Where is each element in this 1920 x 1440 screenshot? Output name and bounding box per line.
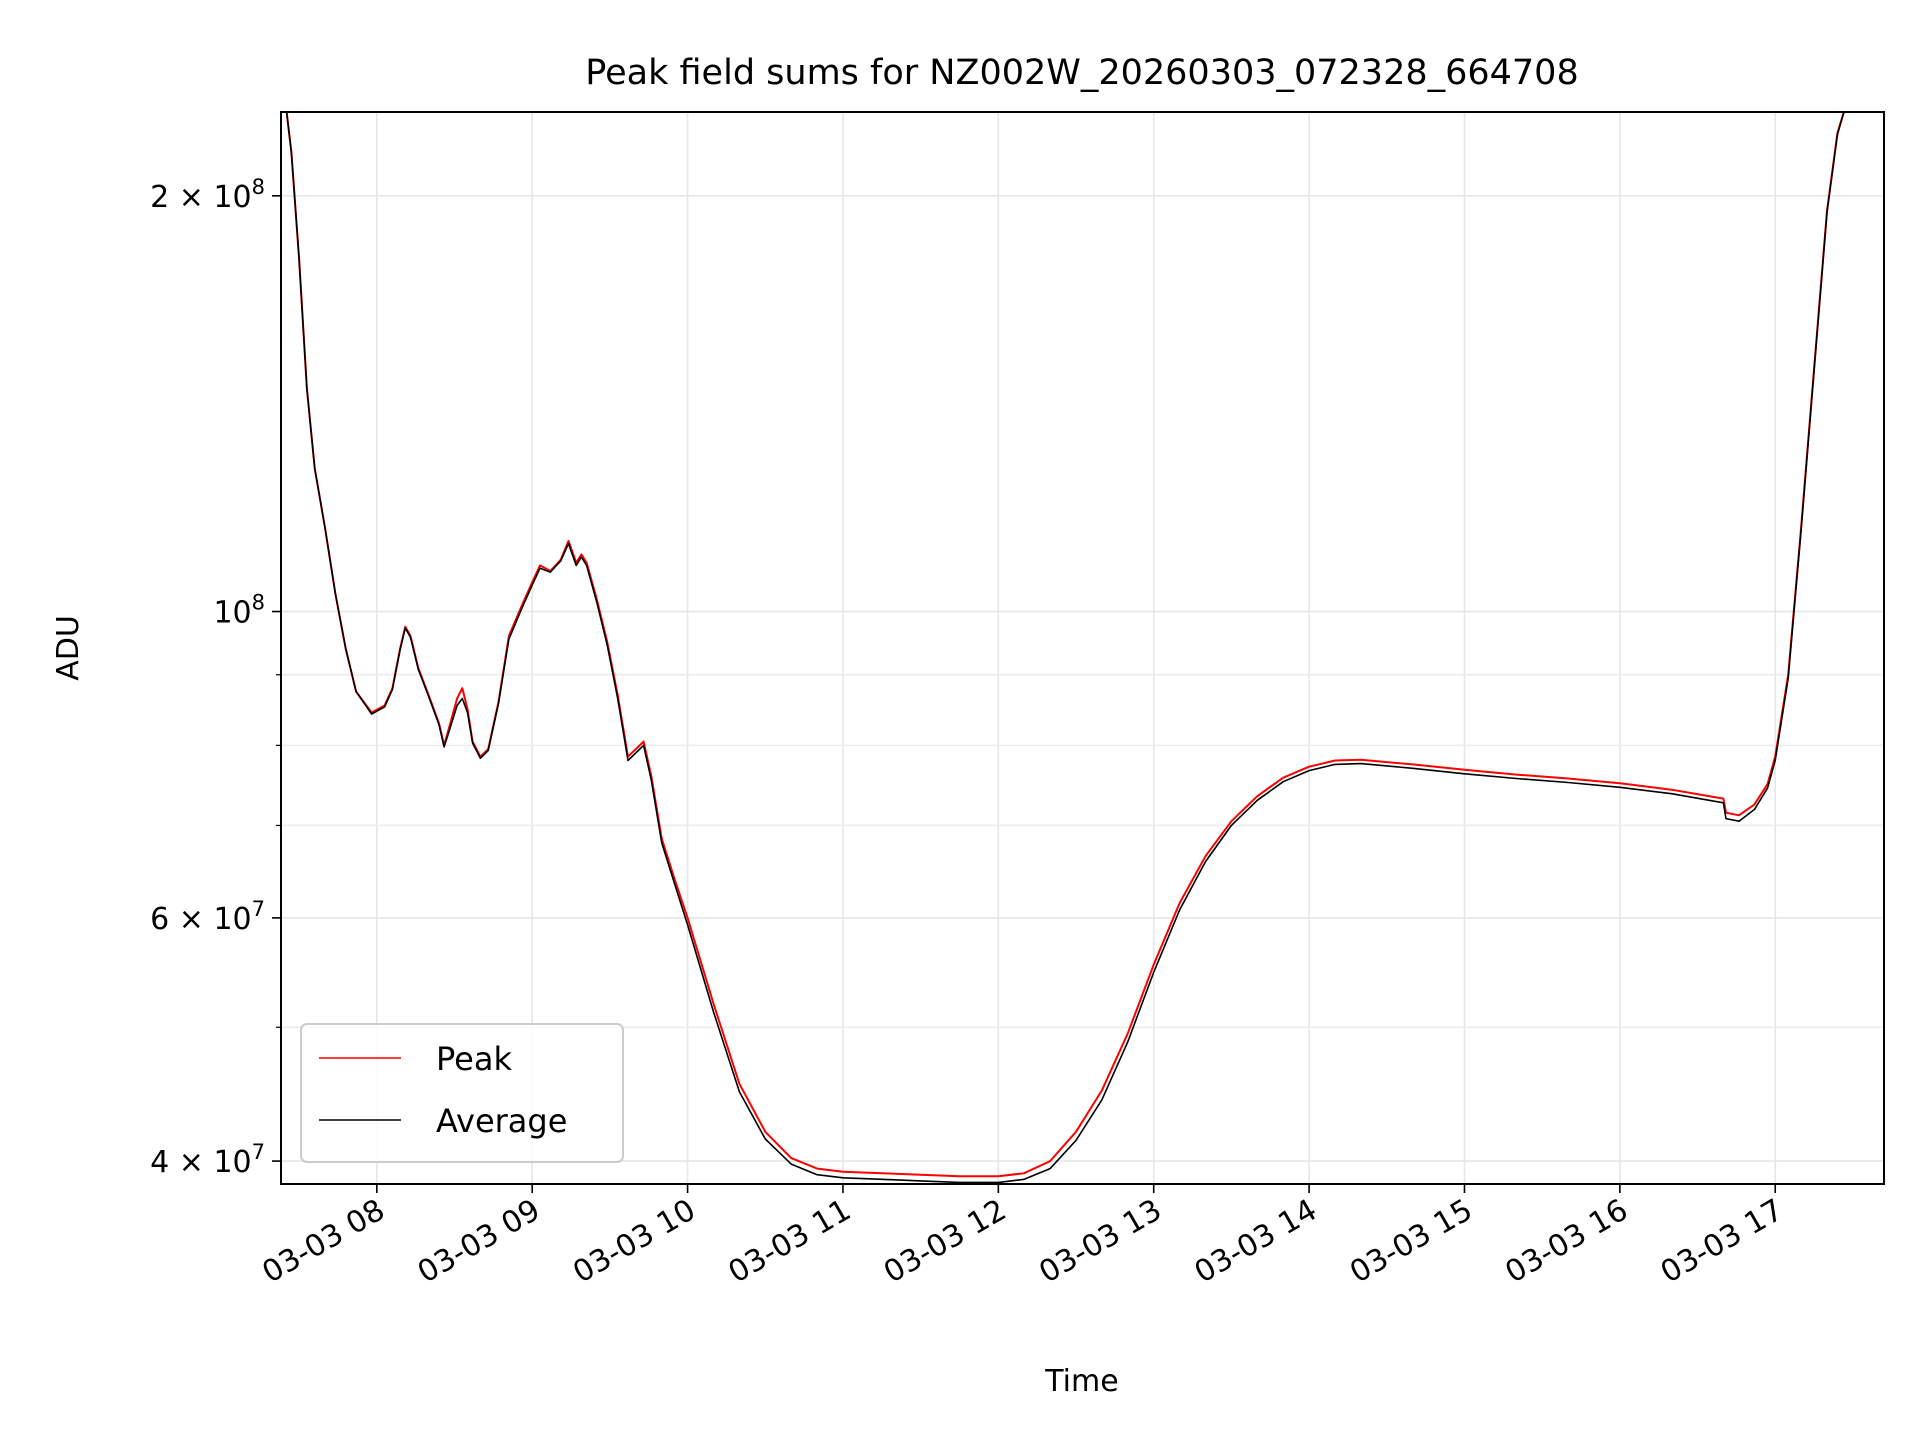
y-axis: 4 × 107 6 × 107 108 2 × 108: [150, 175, 281, 1180]
legend-label-average: Average: [436, 1102, 567, 1140]
series-line-average: [285, 112, 1845, 1184]
grid: [281, 112, 1884, 1184]
legend: Peak Average: [300, 1023, 624, 1163]
y-tick-label: 4 × 107: [150, 1140, 265, 1180]
axes-frame: [280, 111, 1885, 1185]
legend-label-peak: Peak: [436, 1040, 512, 1078]
y-tick-label: 6 × 107: [150, 897, 265, 937]
series-layer: [285, 112, 1845, 1184]
x-axis-label: Time: [1044, 1364, 1118, 1399]
chart-title: Peak field sums for NZ002W_20260303_0723…: [585, 53, 1578, 93]
y-axis-label: ADU: [51, 615, 86, 681]
y-tick-label: 108: [213, 591, 265, 631]
y-tick-label: 2 × 108: [150, 175, 265, 215]
